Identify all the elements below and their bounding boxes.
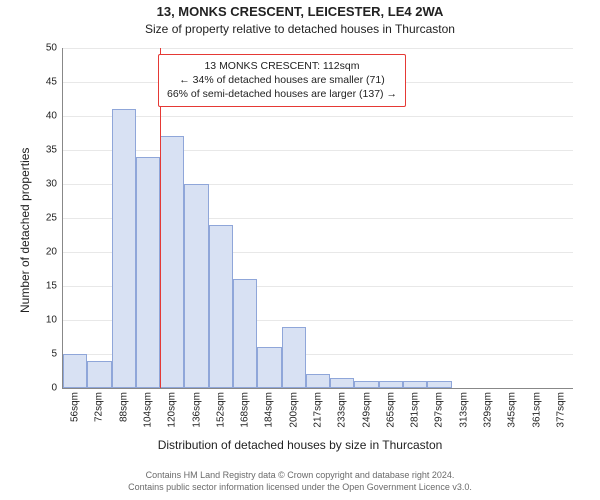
histogram-bar: [184, 184, 208, 388]
y-tick-label: 45: [46, 77, 57, 88]
histogram-bar: [379, 381, 403, 388]
x-tick-label: 184sqm: [264, 392, 275, 428]
y-tick-label: 35: [46, 145, 57, 156]
x-tick-label: 88sqm: [118, 392, 129, 422]
plot-area: 0510152025303540455056sqm72sqm88sqm104sq…: [62, 48, 573, 389]
histogram-bar: [306, 374, 330, 388]
x-tick-label: 200sqm: [288, 392, 299, 428]
y-tick-label: 50: [46, 43, 57, 54]
attribution-line-2: Contains public sector information licen…: [128, 482, 472, 492]
y-tick-label: 30: [46, 179, 57, 190]
histogram-bar: [330, 378, 354, 388]
y-tick-label: 40: [46, 111, 57, 122]
x-tick-label: 152sqm: [215, 392, 226, 428]
x-tick-label: 281sqm: [410, 392, 421, 428]
x-tick-label: 297sqm: [434, 392, 445, 428]
x-tick-label: 313sqm: [458, 392, 469, 428]
x-tick-label: 104sqm: [143, 392, 154, 428]
annotation-box: 13 MONKS CRESCENT: 112sqm ← 34% of detach…: [158, 54, 406, 107]
y-tick-label: 20: [46, 247, 57, 258]
title-address: 13, MONKS CRESCENT, LEICESTER, LE4 2WA: [0, 4, 600, 19]
gridline: [63, 150, 573, 151]
y-tick-label: 0: [51, 383, 57, 394]
y-tick-label: 10: [46, 315, 57, 326]
attribution-line-1: Contains HM Land Registry data © Crown c…: [146, 470, 455, 480]
y-tick-label: 25: [46, 213, 57, 224]
x-tick-label: 345sqm: [507, 392, 518, 428]
title-subtitle: Size of property relative to detached ho…: [0, 22, 600, 36]
x-tick-label: 233sqm: [337, 392, 348, 428]
x-tick-label: 56sqm: [70, 392, 81, 422]
histogram-bar: [136, 157, 160, 388]
x-tick-label: 168sqm: [240, 392, 251, 428]
annotation-l3: 66% of semi-detached houses are larger (…: [167, 88, 397, 100]
x-tick-label: 72sqm: [94, 392, 105, 422]
x-tick-label: 120sqm: [167, 392, 178, 428]
histogram-bar: [233, 279, 257, 388]
x-tick-label: 217sqm: [313, 392, 324, 428]
chart-frame: 13, MONKS CRESCENT, LEICESTER, LE4 2WA S…: [0, 0, 600, 500]
x-axis-label: Distribution of detached houses by size …: [0, 438, 600, 452]
x-tick-label: 361sqm: [531, 392, 542, 428]
y-tick-label: 5: [51, 349, 57, 360]
histogram-bar: [209, 225, 233, 388]
x-tick-label: 265sqm: [385, 392, 396, 428]
x-tick-label: 329sqm: [483, 392, 494, 428]
histogram-bar: [257, 347, 281, 388]
histogram-bar: [427, 381, 451, 388]
annotation-l1: 13 MONKS CRESCENT: 112sqm: [204, 60, 359, 72]
histogram-bar: [282, 327, 306, 388]
attribution-text: Contains HM Land Registry data © Crown c…: [0, 470, 600, 493]
histogram-bar: [403, 381, 427, 388]
annotation-l2: ← 34% of detached houses are smaller (71…: [179, 74, 384, 86]
histogram-bar: [354, 381, 378, 388]
x-tick-label: 377sqm: [555, 392, 566, 428]
x-tick-label: 249sqm: [361, 392, 372, 428]
gridline: [63, 116, 573, 117]
x-tick-label: 136sqm: [191, 392, 202, 428]
gridline: [63, 48, 573, 49]
histogram-bar: [87, 361, 111, 388]
histogram-bar: [63, 354, 87, 388]
y-axis-label: Number of detached properties: [18, 148, 32, 313]
histogram-bar: [112, 109, 136, 388]
histogram-bar: [160, 136, 184, 388]
y-tick-label: 15: [46, 281, 57, 292]
